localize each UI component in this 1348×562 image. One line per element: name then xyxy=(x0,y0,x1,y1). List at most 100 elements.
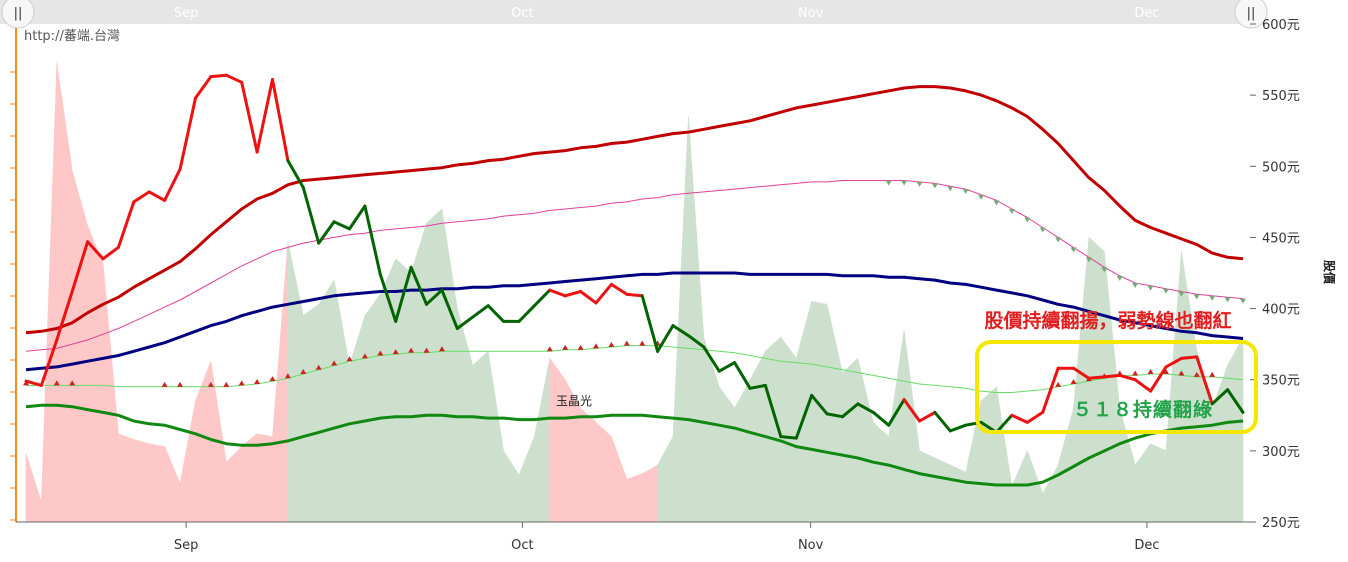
y-tick-label: 450元 xyxy=(1262,231,1300,246)
marker-up xyxy=(423,347,430,353)
volume-segment xyxy=(611,436,628,523)
price-segment xyxy=(70,240,90,293)
volume-segment xyxy=(364,293,381,523)
price-segment xyxy=(55,290,74,342)
price-segment xyxy=(1226,388,1245,414)
price-segment xyxy=(532,288,552,308)
price-segment xyxy=(178,96,197,171)
volume-segment xyxy=(225,445,242,523)
volume-segment xyxy=(595,421,612,523)
price-segment xyxy=(686,334,706,349)
marker-down xyxy=(916,181,923,187)
price-segment xyxy=(332,220,351,231)
price-segment xyxy=(1102,373,1122,379)
volume-segment xyxy=(1150,443,1167,523)
marker-down xyxy=(1039,227,1046,233)
marker-up xyxy=(1209,371,1216,377)
marker-down xyxy=(1178,291,1185,297)
volume-segment xyxy=(657,436,674,523)
moving-average-lines xyxy=(25,85,1244,487)
volume-segment xyxy=(287,241,304,523)
volume-segment xyxy=(980,386,997,523)
y-tick-label: 550元 xyxy=(1262,89,1300,104)
price-segment xyxy=(425,288,444,306)
price-segment xyxy=(86,240,105,261)
price-segment xyxy=(1010,413,1029,424)
price-segment xyxy=(1133,378,1153,393)
volume-segment xyxy=(333,280,350,523)
volume-segment xyxy=(934,457,951,523)
x-axis: Sep Oct Nov Dec xyxy=(174,522,1159,553)
navigator-left-handle[interactable]: || xyxy=(1,0,35,29)
volume-segment xyxy=(148,443,165,523)
x-tick-label: Dec xyxy=(1134,538,1159,553)
price-segment xyxy=(871,410,891,427)
marker-up xyxy=(577,344,584,350)
volume-segment xyxy=(872,421,889,523)
marker-down xyxy=(978,194,985,200)
volume-segment xyxy=(241,433,258,523)
price-segment xyxy=(779,435,798,440)
price-segment xyxy=(39,338,59,387)
marker-up xyxy=(1178,370,1185,376)
volume-segment xyxy=(734,379,751,523)
y-tick-label: 600元 xyxy=(1262,18,1300,33)
x-tick-label: Sep xyxy=(174,538,199,553)
marker-up xyxy=(1147,369,1154,375)
marker-down xyxy=(1070,247,1077,253)
price-segment xyxy=(348,204,367,231)
volume-segment xyxy=(256,433,273,523)
navigator-bar[interactable] xyxy=(0,0,1260,24)
volume-segment xyxy=(118,433,135,523)
ma-pink-line xyxy=(25,180,1244,352)
volume-segment xyxy=(703,336,720,523)
marker-down xyxy=(1209,295,1216,301)
marker-up xyxy=(23,380,29,386)
marker-down xyxy=(1147,285,1154,291)
price-segment xyxy=(317,220,336,245)
volume-segment xyxy=(56,62,73,523)
navigator-right-handle[interactable]: || xyxy=(1234,0,1268,29)
marker-up xyxy=(592,343,599,349)
price-segment xyxy=(1087,375,1106,380)
price-segment xyxy=(579,290,598,305)
marker-up xyxy=(361,353,368,359)
volume-segment xyxy=(195,361,212,523)
price-segment xyxy=(440,288,459,330)
marker-down xyxy=(885,180,892,186)
price-segment xyxy=(1072,366,1091,380)
price-segment xyxy=(902,398,921,423)
price-segment xyxy=(825,412,844,419)
volume-segment xyxy=(349,315,366,523)
volume-segment xyxy=(534,358,551,523)
volume-segment xyxy=(441,208,458,523)
price-segment xyxy=(548,288,567,298)
price-segment xyxy=(887,398,906,427)
price-segment xyxy=(517,304,536,323)
price-segment xyxy=(378,272,398,323)
marker-down xyxy=(1240,298,1246,304)
marker-up xyxy=(377,350,384,356)
price-segment xyxy=(948,423,968,433)
price-segment xyxy=(286,159,305,190)
volume-segment xyxy=(302,303,319,523)
navigator-label: Dec xyxy=(1134,6,1159,21)
price-segment xyxy=(224,73,244,84)
volume-segment xyxy=(1104,251,1121,523)
price-segment xyxy=(455,315,475,330)
volume-segment xyxy=(1119,408,1136,523)
navigator-label: Nov xyxy=(798,6,824,21)
volume-segment xyxy=(518,436,535,523)
marker-up xyxy=(346,356,353,362)
marker-up xyxy=(315,364,322,370)
marker-down xyxy=(1224,297,1231,303)
price-segment xyxy=(640,294,660,353)
volume-segment xyxy=(919,450,936,523)
price-segment xyxy=(301,186,321,245)
marker-up xyxy=(608,341,615,347)
price-segment xyxy=(563,290,583,298)
y-tick-label: 250元 xyxy=(1262,516,1300,531)
volume-segment xyxy=(549,357,566,523)
price-segment xyxy=(656,324,675,353)
